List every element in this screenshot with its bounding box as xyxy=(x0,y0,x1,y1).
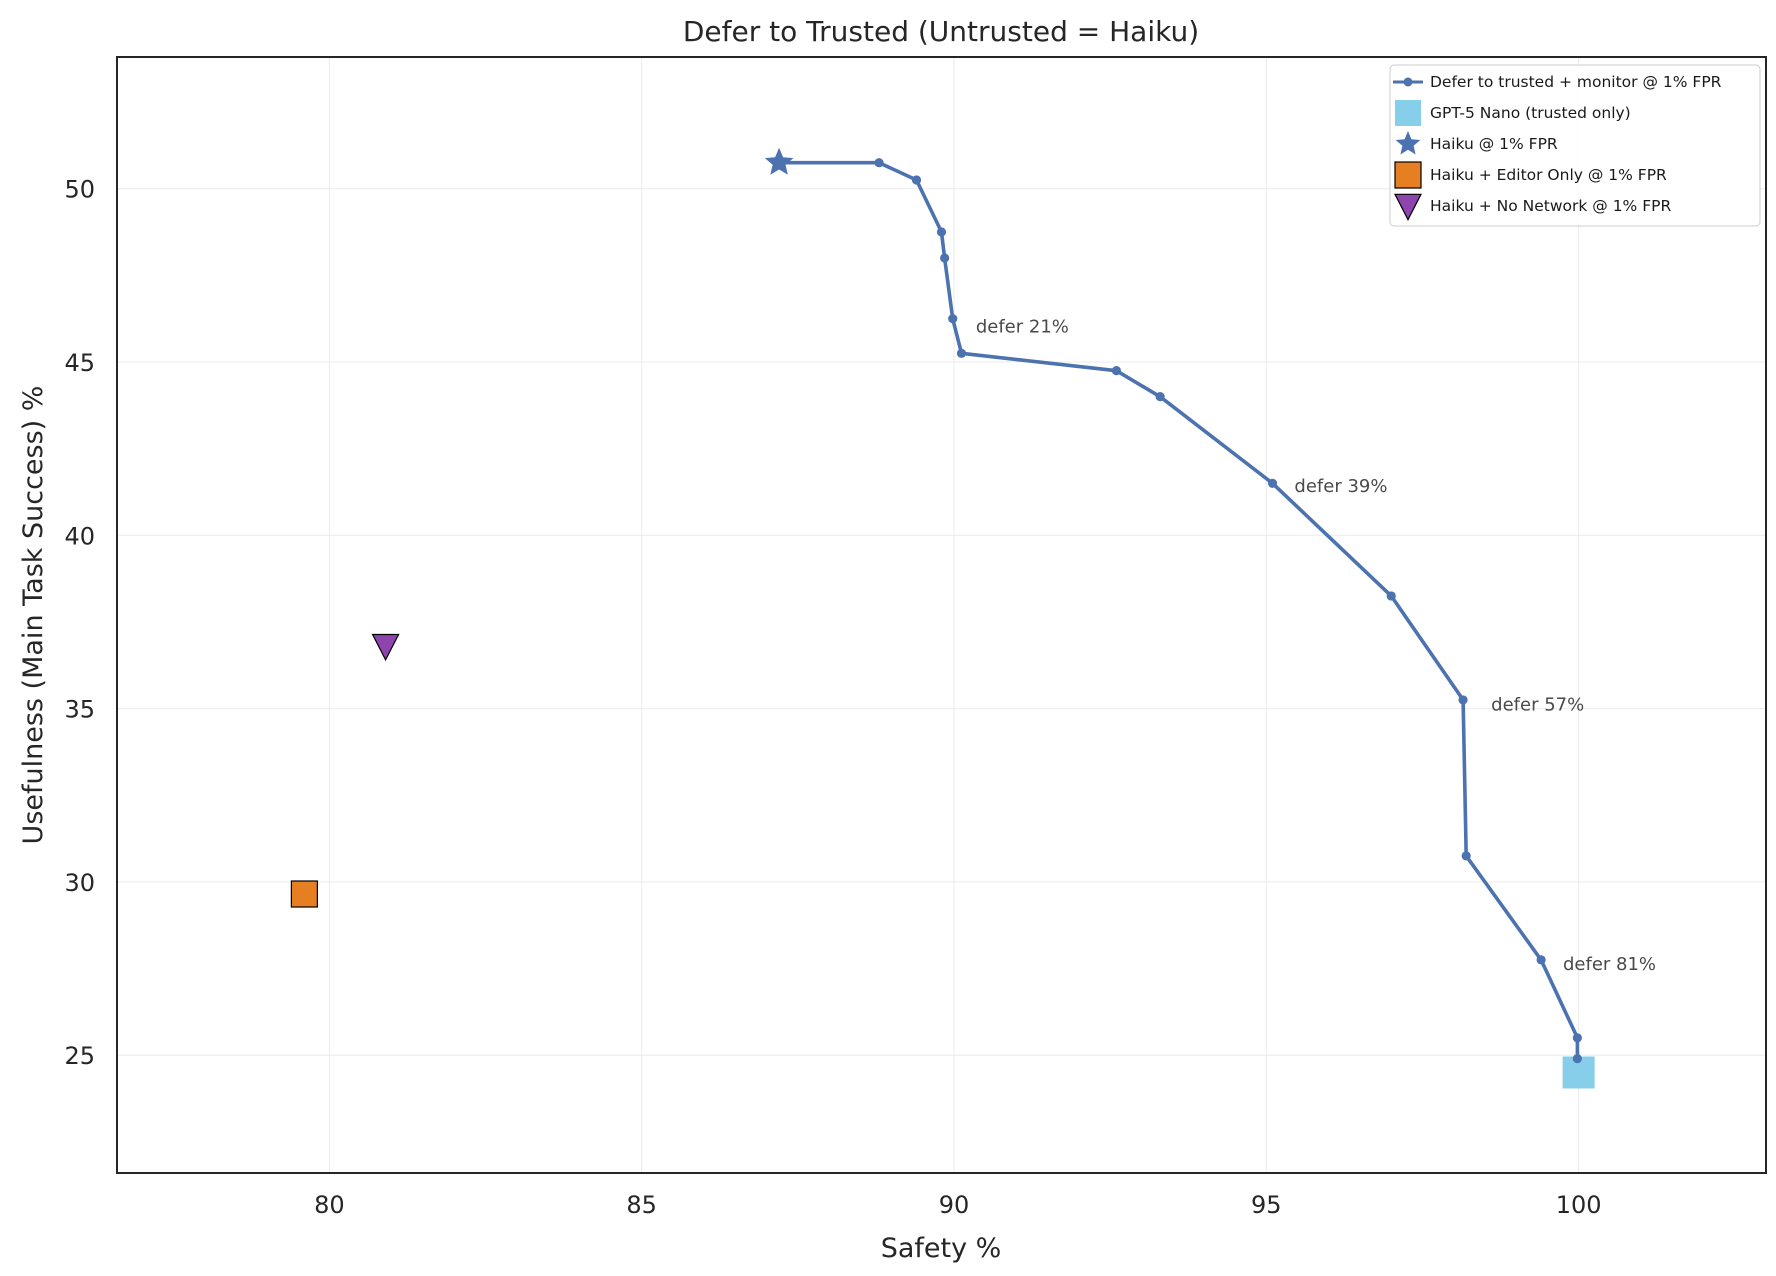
defer-curve-point xyxy=(1461,851,1471,861)
no-network-marker xyxy=(371,633,400,662)
ticks: 80 85 90 95 100 25 30 35 40 45 50 xyxy=(64,176,1601,1219)
x-tick-label: 85 xyxy=(626,1191,657,1219)
plot-series xyxy=(290,147,1595,1089)
legend-marker-swatch xyxy=(1394,193,1422,221)
legend-box xyxy=(1389,64,1761,227)
x-tick-label: 80 xyxy=(314,1191,345,1219)
defer-annotation: defer 21% xyxy=(976,317,1069,338)
y-tick-label: 50 xyxy=(64,176,95,204)
annotations: defer 21% defer 39% defer 57% defer 81% xyxy=(976,317,1656,976)
haiku-star-marker xyxy=(764,147,794,175)
defer-curve-point xyxy=(1267,478,1278,488)
defer-curve-point xyxy=(1536,955,1546,965)
defer-curve-point xyxy=(1572,1054,1582,1064)
y-tick-label: 45 xyxy=(64,349,95,377)
legend-entry-label: Haiku + Editor Only @ 1% FPR xyxy=(1430,166,1667,184)
chart-title: Defer to Trusted (Untrusted = Haiku) xyxy=(683,15,1199,48)
legend-marker-swatch xyxy=(1395,131,1421,155)
defer-curve-point xyxy=(1386,591,1396,601)
defer-curve-point xyxy=(936,227,947,237)
defer-curve-point xyxy=(1572,1033,1582,1043)
defer-curve-point xyxy=(948,314,958,324)
defer-curve-point xyxy=(911,175,922,185)
legend-entry-label: GPT-5 Nano (trusted only) xyxy=(1430,104,1631,122)
legend-entry-label: Haiku + No Network @ 1% FPR xyxy=(1430,197,1671,215)
defer-curve-point xyxy=(1458,695,1468,705)
x-tick-label: 100 xyxy=(1556,1191,1602,1219)
plot-frame xyxy=(116,56,1767,1174)
defer-curve-point xyxy=(940,253,950,263)
defer-curve-line xyxy=(779,160,1580,1059)
legend-entry-label: Haiku @ 1% FPR xyxy=(1430,135,1558,153)
y-tick-label: 35 xyxy=(64,696,95,724)
y-tick-label: 30 xyxy=(64,869,95,897)
legend-marker-swatch xyxy=(1394,161,1422,189)
x-tick-label: 90 xyxy=(939,1191,970,1219)
x-axis-label: Safety % xyxy=(881,1233,1002,1264)
defer-curve-point xyxy=(1155,392,1165,402)
defer-curve-point xyxy=(956,348,967,358)
legend: Defer to trusted + monitor @ 1% FPR GPT-5… xyxy=(1389,64,1761,227)
defer-curve-point xyxy=(874,158,884,168)
y-axis-label: Usefulness (Main Task Success) % xyxy=(18,386,49,845)
y-tick-label: 25 xyxy=(64,1042,95,1070)
legend-entry-label: Defer to trusted + monitor @ 1% FPR xyxy=(1430,73,1722,91)
legend-line-marker xyxy=(1403,77,1413,87)
defer-annotation: defer 81% xyxy=(1563,954,1656,975)
defer-curve-point xyxy=(1111,366,1121,376)
defer-annotation: defer 39% xyxy=(1294,476,1387,497)
x-tick-label: 95 xyxy=(1251,1191,1282,1219)
y-tick-label: 40 xyxy=(64,522,95,550)
editor-only-marker xyxy=(290,880,318,908)
defer-annotation: defer 57% xyxy=(1491,694,1584,715)
legend-marker-swatch xyxy=(1395,100,1421,126)
